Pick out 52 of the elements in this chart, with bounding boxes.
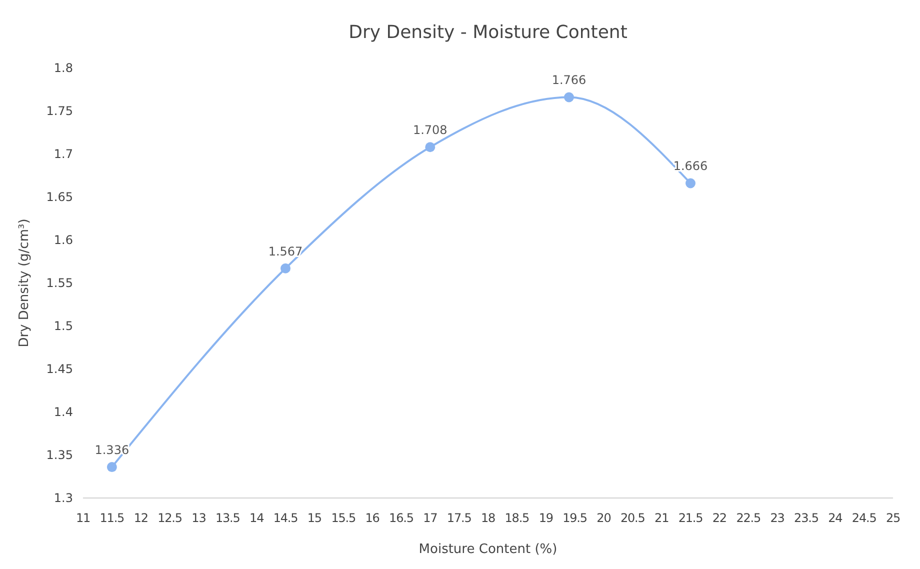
x-tick-label: 24.5 [852,511,876,525]
x-tick-label: 18.5 [504,511,530,525]
x-tick-label: 23 [770,511,784,525]
x-tick-label: 22 [712,511,726,525]
y-tick-label: 1.55 [46,276,73,290]
x-tick-label: 25 [886,511,900,525]
data-label: 1.766 [552,73,586,88]
x-tick-label: 15 [307,511,322,525]
x-tick-label: 13 [192,511,206,525]
x-tick-label: 12 [134,511,148,525]
x-tick-label: 21.5 [678,511,703,525]
chart-title: Dry Density - Moisture Content [348,22,628,43]
point [564,92,574,102]
x-tick-label: 11 [76,511,90,525]
x-tick-label: 17.5 [446,511,472,525]
x-tick-label: 11.5 [100,511,124,525]
point [280,263,290,274]
x-tick-label: 13.5 [215,511,240,525]
x-tick-label: 23.5 [794,511,818,525]
x-tick-label: 19 [538,511,553,525]
point [686,178,696,188]
y-tick-label: 1.75 [46,104,73,118]
point [425,142,436,152]
y-tick-label: 1.3 [54,491,73,505]
x-tick-label: 17 [423,511,438,525]
x-tick-label: 19.5 [562,511,587,525]
x-tick-label: 21 [654,511,669,525]
y-axis-title: Dry Density (g/cm³) [17,218,32,348]
y-tick-label: 1.4 [54,405,73,419]
x-tick-label: 18 [480,511,496,525]
y-tick-label: 1.7 [54,147,73,161]
x-tick-label: 22.5 [736,511,761,525]
data-label: 1.708 [412,123,448,138]
x-tick-label: 16 [365,511,380,525]
x-tick-label: 14.5 [273,511,298,525]
x-tick-label: 20 [596,511,611,525]
data-label: 1.666 [673,159,708,174]
data-label: 1.567 [268,244,303,258]
y-tick-label: 1.6 [54,233,73,247]
x-axis-title: Moisture Content (%) [418,542,558,557]
x-tick-label: 24 [828,511,842,525]
x-tick-label: 12.5 [158,511,182,525]
y-tick-label: 1.45 [46,362,73,376]
y-tick-label: 1.35 [46,448,73,462]
x-tick-label: 20.5 [620,511,645,525]
y-tick-label: 1.8 [54,61,73,75]
x-tick-label: 16.5 [389,511,414,525]
x-tick-label: 14 [250,511,264,525]
x-tick-label: 15.5 [331,511,356,525]
point [106,462,117,472]
y-tick-label: 1.65 [46,190,73,204]
y-tick-label: 1.5 [54,319,73,333]
